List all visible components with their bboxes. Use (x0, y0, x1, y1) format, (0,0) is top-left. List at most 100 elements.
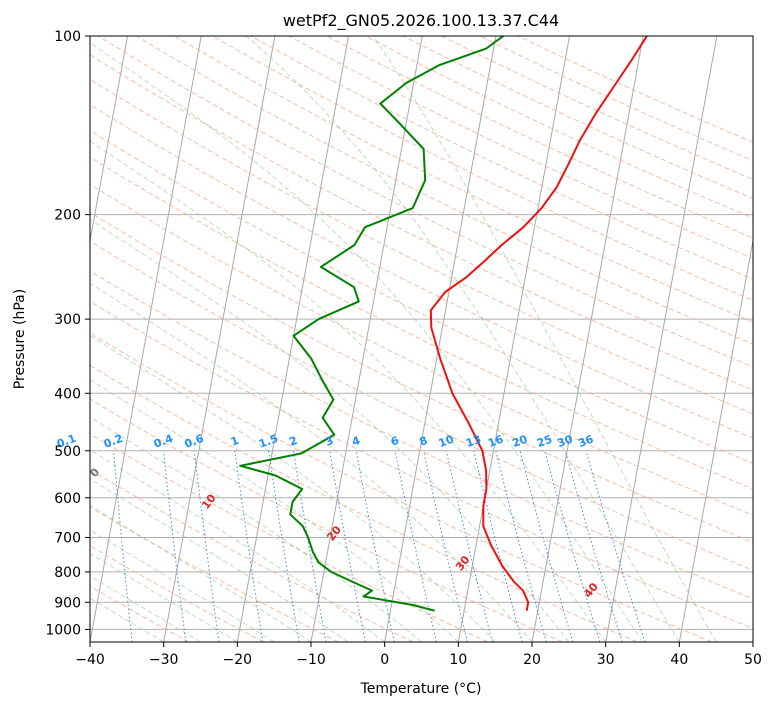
dry-adiabat-line (90, 545, 264, 642)
mixing-ratio-label: 6 (389, 434, 401, 449)
mixing-ratio-label: 20 (510, 432, 529, 450)
y-tick-label: 300 (54, 312, 81, 328)
profiles (239, 36, 648, 612)
y-tick-label: 600 (54, 491, 81, 507)
x-tick-label: 20 (523, 652, 541, 668)
mixing-ratio-label: 16 (486, 432, 505, 450)
dry-adiabat-line (90, 54, 753, 391)
y-tick-label: 500 (54, 444, 81, 460)
mixing-ratio-label: 0.4 (152, 432, 175, 451)
mixing-ratio-line (423, 450, 468, 642)
moist-adiabat-line (90, 378, 459, 642)
mixing-ratio-line (113, 450, 133, 642)
line-annotations: -100-90-80-70-60-50-40-30-20-10010203040… (55, 432, 601, 601)
y-axis-label: Pressure (hPa) (12, 289, 28, 389)
moist-adiabat-line (90, 282, 533, 642)
dry-adiabat-line (90, 469, 414, 642)
mixing-ratio-line (445, 450, 493, 642)
x-axis-label: Temperature (°C) (360, 681, 482, 697)
mixing-ratio-line (544, 450, 601, 642)
y-tick-label: 1000 (45, 622, 81, 638)
moist-adiabat-line (90, 140, 607, 642)
mixing-ratio-line (163, 450, 187, 642)
mixing-ratio-label: 3 (324, 434, 336, 449)
mixing-ratio-label: 30 (556, 432, 575, 450)
mixing-ratio-line (519, 450, 574, 642)
dewpoint-profile-line (239, 36, 504, 612)
isobar-grid (90, 36, 753, 630)
x-tick-label: −20 (223, 652, 253, 668)
mixing-ratio-label: 2 (287, 434, 299, 449)
moist-adiabat-line (90, 597, 164, 642)
moist-adiabat-line (90, 478, 349, 642)
x-tick-label: −30 (149, 652, 179, 668)
moist-adiabat-line (372, 36, 717, 642)
isotherm-line (384, 36, 497, 642)
mixing-ratio-line (394, 450, 437, 642)
moist-adiabat-line (90, 219, 570, 642)
dry-adiabat-line (90, 506, 339, 642)
isotherm-line (163, 36, 276, 642)
moist-adiabat-line (90, 335, 496, 642)
mixing-ratio-label: 0.6 (183, 432, 206, 451)
x-tick-label: −10 (296, 652, 326, 668)
x-tick-label: 0 (380, 652, 389, 668)
isotherm-line (678, 237, 753, 642)
mixing-ratio-label: 36 (576, 432, 595, 450)
x-tick-label: −40 (75, 652, 105, 668)
mixing-ratio-line (495, 450, 547, 642)
y-tick-label: 400 (54, 386, 81, 402)
mixing-ratio-label: 25 (535, 433, 554, 450)
isotherm-line (605, 36, 718, 642)
y-tick-label: 900 (54, 595, 81, 611)
x-tick-label: 50 (744, 652, 762, 668)
dry-adiabat-line (90, 183, 753, 516)
dry-adiabat-line (90, 240, 753, 571)
x-tick-label: 10 (449, 652, 467, 668)
dry-adiabat-line (98, 36, 753, 368)
x-axis: −40 −30 −20 −10 0 10 20 30 40 50 (75, 642, 762, 668)
isotherm-line (90, 36, 129, 244)
plot-frame (89, 35, 754, 643)
x-tick-label: 30 (597, 652, 615, 668)
y-tick-label: 700 (54, 531, 81, 547)
moist-adiabat-line (90, 416, 422, 642)
mixing-ratio-line (355, 450, 395, 642)
dry-adiabat-line (174, 36, 753, 323)
mixing-ratio-line (585, 450, 646, 642)
chart-title: wetPf2_GN05.2026.100.13.37.C44 (283, 11, 559, 31)
moist-adiabat-line (90, 575, 201, 642)
dry-adiabat-line (136, 36, 753, 345)
plot-area (90, 36, 753, 642)
mixing-ratio-label: 0.2 (102, 432, 125, 451)
x-tick-label: 40 (670, 652, 688, 668)
dry-adiabat-line (90, 398, 563, 642)
dry-adiabat-line (90, 300, 753, 629)
dry-adiabat-line (90, 156, 753, 490)
dry-adiabat-line (90, 211, 753, 543)
y-tick-label: 100 (54, 29, 81, 45)
moist-adiabat-line (90, 552, 238, 642)
isotherm-line (457, 36, 571, 642)
dry-adiabat-line (90, 332, 712, 642)
mixing-ratio-label: 4 (350, 434, 362, 449)
mixing-ratio-label: 1.5 (257, 432, 280, 451)
y-tick-label: 200 (54, 208, 81, 224)
mixing-ratio-label: 8 (418, 434, 430, 449)
moist-adiabat-line (90, 449, 386, 642)
mixing-ratio-line (329, 450, 366, 642)
mixing-ratio-label: 1 (229, 434, 241, 449)
dry-adiabat-line (90, 270, 753, 600)
mixing-ratio-label: 13 (464, 433, 483, 450)
temperature-profile-line (429, 36, 648, 611)
mixing-ratio-line (564, 450, 623, 642)
dry-adiabat-line (212, 36, 753, 301)
y-tick-label: 800 (54, 565, 81, 581)
isotherm-line (531, 36, 644, 642)
moist-adiabat-line (90, 42, 643, 642)
mixing-ratio-label: 0.1 (55, 432, 78, 451)
mixing-ratio-line (193, 450, 220, 642)
mixing-ratio-lines (113, 450, 646, 642)
